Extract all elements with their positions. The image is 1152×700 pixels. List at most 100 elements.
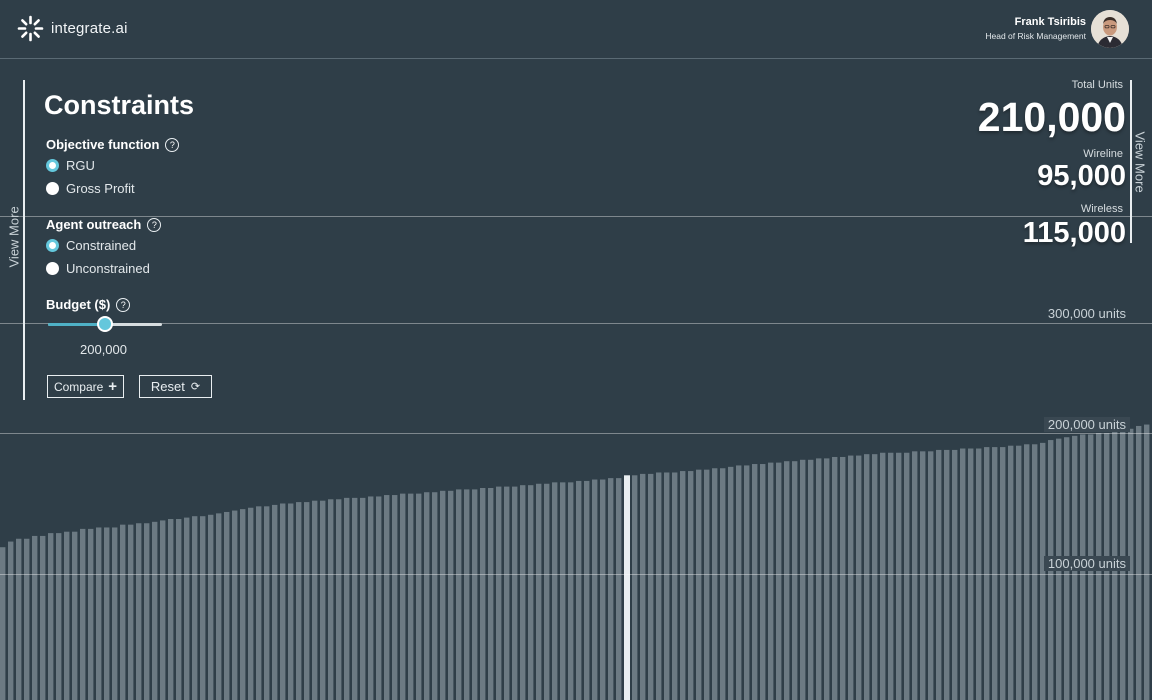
bar[interactable] xyxy=(1024,444,1030,700)
bar[interactable] xyxy=(320,500,326,700)
bar[interactable] xyxy=(160,520,166,700)
bar[interactable] xyxy=(48,533,54,700)
bar[interactable] xyxy=(496,486,502,700)
bar[interactable] xyxy=(1000,447,1006,700)
bar[interactable] xyxy=(16,538,22,700)
bar[interactable] xyxy=(144,523,150,700)
bar[interactable] xyxy=(704,469,710,700)
bar[interactable] xyxy=(392,495,398,700)
bar[interactable] xyxy=(712,468,718,700)
bar[interactable] xyxy=(88,528,94,700)
bar[interactable] xyxy=(520,485,526,700)
bar[interactable] xyxy=(840,456,846,700)
bar[interactable] xyxy=(472,489,478,700)
bar[interactable] xyxy=(640,473,646,700)
radio-constrained[interactable]: Constrained xyxy=(46,238,136,253)
radio-selected-icon[interactable] xyxy=(46,239,59,252)
bar[interactable] xyxy=(536,483,542,700)
budget-slider[interactable] xyxy=(48,318,164,330)
radio-rgu[interactable]: RGU xyxy=(46,158,95,173)
bar[interactable] xyxy=(584,480,590,700)
bar[interactable] xyxy=(192,516,198,700)
bar[interactable] xyxy=(8,541,14,700)
bar[interactable] xyxy=(152,521,158,700)
bar[interactable] xyxy=(888,452,894,700)
bar[interactable] xyxy=(288,503,294,700)
bar[interactable] xyxy=(488,487,494,700)
bar[interactable] xyxy=(56,533,62,700)
reset-button[interactable]: Reset ⟳ xyxy=(139,375,212,398)
bar[interactable] xyxy=(560,482,566,700)
bar[interactable] xyxy=(440,490,446,700)
bar[interactable] xyxy=(976,448,982,700)
bar[interactable] xyxy=(672,472,678,700)
bar[interactable] xyxy=(552,482,558,700)
radio-unconstrained[interactable]: Unconstrained xyxy=(46,261,150,276)
bar[interactable] xyxy=(400,493,406,700)
bar[interactable] xyxy=(296,502,302,700)
bar[interactable] xyxy=(944,449,950,700)
bar[interactable] xyxy=(240,509,246,700)
bar[interactable] xyxy=(360,497,366,700)
radio-selected-icon[interactable] xyxy=(46,159,59,172)
bar[interactable] xyxy=(616,478,622,700)
bar[interactable] xyxy=(464,489,470,700)
bar[interactable] xyxy=(1136,425,1142,700)
bar[interactable] xyxy=(728,466,734,700)
bar[interactable] xyxy=(632,475,638,700)
bar[interactable] xyxy=(872,454,878,700)
bar[interactable] xyxy=(600,479,606,700)
bar[interactable] xyxy=(384,495,390,700)
bar[interactable] xyxy=(848,455,854,700)
bar[interactable] xyxy=(880,452,886,700)
bar[interactable] xyxy=(208,514,214,700)
bar[interactable] xyxy=(1128,428,1134,700)
bar[interactable] xyxy=(984,447,990,700)
user-info[interactable]: Frank Tsiribis Head of Risk Management xyxy=(985,16,1086,41)
bar[interactable] xyxy=(136,523,142,700)
bar[interactable] xyxy=(856,455,862,700)
bar[interactable] xyxy=(608,478,614,700)
bar[interactable] xyxy=(368,496,374,700)
bar[interactable] xyxy=(408,493,414,700)
bar[interactable] xyxy=(592,479,598,700)
bar[interactable] xyxy=(168,519,174,700)
bar[interactable] xyxy=(824,458,830,700)
bar[interactable] xyxy=(664,472,670,700)
bar[interactable] xyxy=(952,449,958,700)
bar[interactable] xyxy=(920,451,926,700)
compare-button[interactable]: Compare + xyxy=(47,375,124,398)
bar[interactable] xyxy=(680,471,686,700)
logo[interactable]: integrate.ai xyxy=(17,15,128,42)
bar[interactable] xyxy=(0,547,6,700)
bar[interactable] xyxy=(504,486,510,700)
bar[interactable] xyxy=(432,492,438,700)
help-icon[interactable]: ? xyxy=(165,137,180,152)
bar[interactable] xyxy=(40,535,46,700)
help-icon[interactable]: ? xyxy=(116,297,131,312)
bar[interactable] xyxy=(1144,424,1150,700)
bar-highlighted[interactable] xyxy=(624,475,630,700)
bar[interactable] xyxy=(72,531,78,700)
bar[interactable] xyxy=(512,486,518,700)
radio-gross-profit[interactable]: Gross Profit xyxy=(46,181,135,196)
bar[interactable] xyxy=(80,528,86,700)
bar[interactable] xyxy=(232,510,238,700)
bar[interactable] xyxy=(696,469,702,700)
bar[interactable] xyxy=(936,449,942,700)
bar[interactable] xyxy=(576,480,582,700)
bar[interactable] xyxy=(688,471,694,700)
avatar[interactable] xyxy=(1091,10,1129,48)
bar[interactable] xyxy=(1008,445,1014,700)
bar[interactable] xyxy=(280,503,286,700)
bar[interactable] xyxy=(528,485,534,700)
bar[interactable] xyxy=(752,464,758,700)
radio-unselected-icon[interactable] xyxy=(46,262,59,275)
bar[interactable] xyxy=(184,517,190,700)
bar[interactable] xyxy=(776,462,782,700)
bar[interactable] xyxy=(456,489,462,700)
bar[interactable] xyxy=(816,458,822,700)
bar[interactable] xyxy=(1032,444,1038,700)
bar[interactable] xyxy=(216,513,222,700)
bar[interactable] xyxy=(928,451,934,700)
